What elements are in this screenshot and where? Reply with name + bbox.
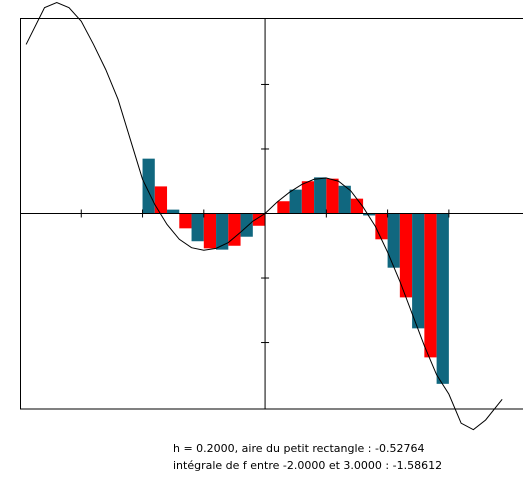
bar bbox=[154, 186, 168, 214]
bar bbox=[167, 209, 180, 214]
bar bbox=[240, 213, 253, 237]
bar bbox=[363, 213, 376, 216]
bar bbox=[424, 213, 437, 358]
bar bbox=[179, 213, 192, 229]
annotation: h = 0.2000, aire du petit rectangle : -0… bbox=[173, 442, 424, 455]
bar bbox=[412, 213, 425, 329]
bar bbox=[142, 158, 155, 214]
bar bbox=[301, 181, 315, 214]
bar bbox=[252, 213, 266, 226]
bar bbox=[375, 213, 388, 240]
bar bbox=[191, 213, 204, 242]
bar bbox=[228, 213, 241, 246]
annotation: intégrale de f entre -2.0000 et 3.0000 :… bbox=[173, 459, 442, 472]
bar bbox=[216, 213, 229, 250]
function-curve bbox=[25, 1, 503, 431]
bar bbox=[436, 213, 449, 384]
bar bbox=[289, 189, 302, 214]
bar bbox=[399, 213, 413, 298]
bar bbox=[203, 213, 217, 249]
bar bbox=[387, 213, 400, 268]
bar bbox=[326, 178, 339, 214]
bar bbox=[314, 177, 327, 214]
bar bbox=[277, 201, 290, 214]
bar bbox=[350, 198, 364, 214]
bar bbox=[338, 185, 351, 214]
